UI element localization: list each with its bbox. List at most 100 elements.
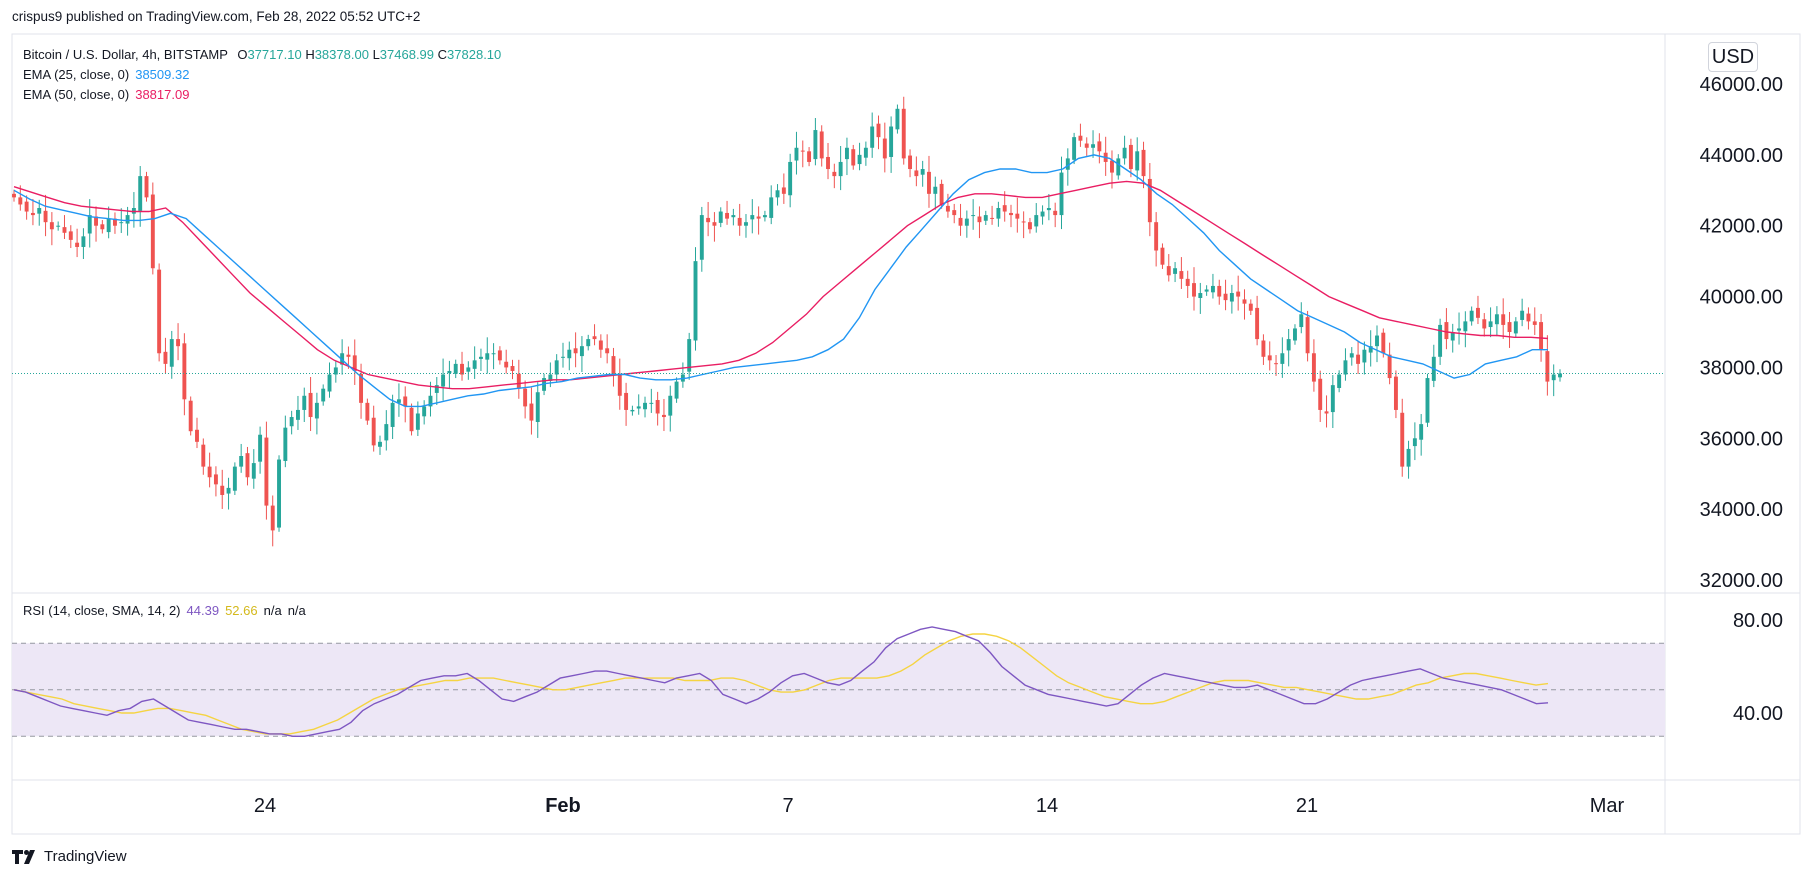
candle-body bbox=[485, 353, 490, 360]
tradingview-brand[interactable]: TradingView bbox=[12, 848, 127, 865]
candle-body bbox=[396, 399, 401, 403]
candle-body bbox=[958, 217, 963, 226]
candle-body bbox=[327, 374, 332, 392]
candle-body bbox=[510, 366, 515, 371]
candle-body bbox=[535, 392, 540, 422]
candle-body bbox=[952, 210, 957, 216]
candle-body bbox=[832, 171, 837, 177]
candle-body bbox=[895, 108, 900, 130]
candle-body bbox=[1520, 310, 1525, 320]
candle-body bbox=[182, 343, 187, 400]
candle-body bbox=[478, 356, 483, 359]
candle-body bbox=[1393, 376, 1398, 410]
candle-body bbox=[977, 216, 982, 223]
candle-body bbox=[1204, 289, 1209, 292]
candle-body bbox=[889, 126, 894, 157]
candle-body bbox=[371, 417, 376, 446]
candle-body bbox=[1027, 222, 1032, 230]
candle-body bbox=[971, 215, 976, 217]
candle-body bbox=[352, 355, 357, 371]
candle-body bbox=[1349, 353, 1354, 358]
candle-body bbox=[1078, 135, 1083, 141]
candle-body bbox=[744, 222, 748, 226]
candle-body bbox=[422, 406, 427, 417]
candle-body bbox=[1053, 210, 1058, 216]
candle-body bbox=[1343, 360, 1348, 375]
candle-body bbox=[1482, 319, 1487, 329]
candle-body bbox=[94, 216, 98, 226]
candle-body bbox=[18, 197, 23, 205]
candle-body bbox=[548, 374, 553, 381]
candle-body bbox=[598, 340, 603, 350]
ema50-line bbox=[13, 180, 1549, 390]
time-tick-label: 21 bbox=[1296, 795, 1318, 817]
candle-body bbox=[567, 349, 572, 359]
ema50-legend[interactable]: EMA (50, close, 0) 38817.09 bbox=[23, 85, 189, 105]
candle-body bbox=[1412, 438, 1417, 447]
rsi-sma-value: 52.66 bbox=[225, 603, 258, 618]
candle-body bbox=[213, 474, 218, 485]
time-tick-label: Mar bbox=[1590, 795, 1625, 817]
candle-body bbox=[908, 155, 913, 170]
candle-body bbox=[718, 211, 723, 223]
candle-body bbox=[731, 215, 736, 218]
candle-body bbox=[1526, 313, 1531, 322]
price-tick-label: 34000.00 bbox=[1700, 499, 1783, 521]
candle-body bbox=[794, 147, 799, 161]
candle-body bbox=[1368, 346, 1373, 353]
rsi-legend[interactable]: RSI (14, close, SMA, 14, 2) 44.39 52.66 n/a… bbox=[23, 603, 306, 618]
price-tick-label: 38000.00 bbox=[1700, 357, 1783, 379]
price-pane[interactable] bbox=[12, 96, 1665, 547]
candle-body bbox=[914, 170, 919, 177]
candle-body bbox=[207, 466, 212, 478]
candle-body bbox=[1009, 212, 1013, 216]
candle-body bbox=[1558, 373, 1562, 378]
candle-body bbox=[1375, 335, 1379, 347]
candle-body bbox=[750, 215, 755, 220]
candle-body bbox=[933, 186, 938, 194]
candle-body bbox=[1160, 247, 1165, 265]
candle-body bbox=[699, 215, 704, 260]
candle-body bbox=[264, 437, 269, 506]
candle-body bbox=[1299, 314, 1304, 328]
candle-body bbox=[800, 150, 805, 152]
candle-body bbox=[920, 169, 925, 175]
candle-body bbox=[775, 190, 780, 198]
candle-body bbox=[1185, 278, 1190, 286]
candle-body bbox=[813, 130, 818, 160]
candle-body bbox=[592, 336, 597, 340]
candle-body bbox=[737, 217, 742, 226]
candle-body bbox=[769, 197, 774, 218]
candle-body bbox=[882, 138, 887, 159]
candle-body bbox=[1305, 317, 1310, 354]
candle-body bbox=[1040, 211, 1045, 217]
candle-body bbox=[466, 367, 471, 372]
candle-body bbox=[523, 388, 528, 407]
high-label: H bbox=[305, 47, 315, 62]
candle-body bbox=[964, 218, 969, 226]
candle-body bbox=[125, 215, 130, 224]
candle-body bbox=[529, 403, 534, 421]
price-tick-label: 36000.00 bbox=[1700, 428, 1783, 450]
rsi-line bbox=[13, 626, 1549, 737]
candle-body bbox=[1274, 363, 1278, 365]
axes: 46000.00 44000.00 42000.00 40000.00 38000.00… bbox=[254, 74, 1783, 817]
ema25-label: EMA (25, close, 0) bbox=[23, 67, 130, 82]
candle-body bbox=[579, 346, 584, 357]
candle-body bbox=[1450, 332, 1455, 341]
candle-body bbox=[876, 123, 881, 138]
candle-body bbox=[687, 339, 692, 372]
price-tick-label: 32000.00 bbox=[1700, 570, 1783, 592]
ema25-legend[interactable]: EMA (25, close, 0) 38509.32 bbox=[23, 65, 189, 85]
chart-frame bbox=[11, 33, 1801, 835]
candle-body bbox=[1513, 321, 1518, 334]
candle-body bbox=[1539, 322, 1544, 350]
rsi-pane[interactable] bbox=[12, 626, 1665, 737]
candle-body bbox=[1192, 283, 1196, 297]
rsi-tick-label: 80.00 bbox=[1733, 610, 1783, 632]
currency-button[interactable]: USD bbox=[1708, 42, 1758, 72]
candle-body bbox=[346, 354, 351, 357]
candle-body bbox=[1034, 215, 1039, 227]
candle-body bbox=[1255, 307, 1260, 340]
